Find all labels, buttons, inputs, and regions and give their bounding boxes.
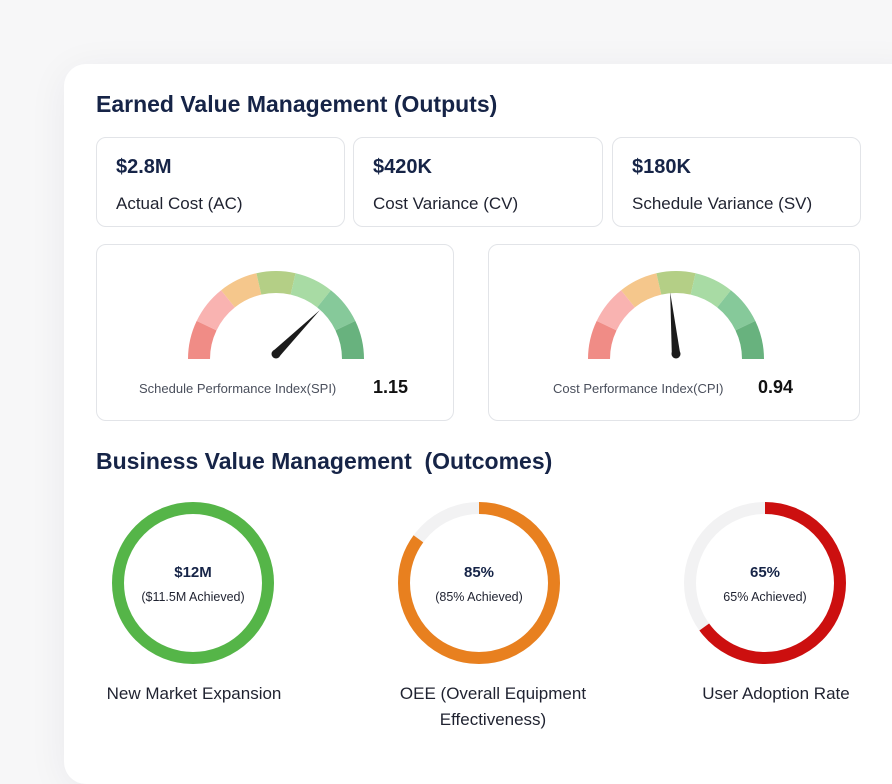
gauge-segment	[716, 290, 756, 331]
gauge-segment	[656, 271, 696, 295]
donut-progress-arc	[398, 502, 560, 664]
earned-value-title: Earned Value Management (Outputs)	[96, 91, 498, 117]
stat-card-schedule-variance: $180K Schedule Variance (SV)	[612, 137, 861, 227]
stat-label: Cost Variance (CV)	[373, 194, 519, 213]
donut-achieved: 65% Achieved)	[723, 590, 807, 604]
gauge-segment	[188, 320, 217, 360]
donut-value: $12M	[174, 564, 212, 581]
cpi-gauge	[588, 271, 764, 360]
caption-line: New Market Expansion	[106, 684, 282, 703]
oee-donut	[398, 502, 560, 664]
new-market-donut	[112, 502, 274, 664]
gauge-segment	[735, 320, 764, 360]
donut-caption: OEE (Overall Equipment Effectiveness)	[372, 681, 614, 733]
gauge-value: 1.15	[373, 377, 409, 397]
donut-progress-arc	[112, 502, 274, 664]
caption-line: Effectiveness)	[439, 710, 547, 729]
gauge-segment	[588, 320, 617, 360]
donut-caption: New Market Expansion	[84, 681, 304, 707]
gauge-hub	[271, 349, 281, 359]
gauge-card-cpi: Cost Performance Index(CPI) 0.94	[488, 244, 860, 421]
gauge-segment	[690, 273, 731, 308]
gauge-hub	[671, 349, 681, 359]
user-adoption-donut	[684, 502, 846, 664]
caption-line: OEE (Overall Equipment	[399, 684, 587, 703]
gauge-segment	[196, 290, 236, 331]
donut-value: 65%	[749, 564, 781, 581]
gauge-segment	[335, 320, 364, 360]
gauge-needle	[670, 292, 681, 355]
gauge-label: Cost Performance Index(CPI)	[553, 381, 724, 396]
gauge-needle	[273, 310, 320, 357]
donut-achieved: (85% Achieved)	[435, 590, 523, 604]
stat-value: $180K	[632, 156, 691, 178]
stat-value: $420K	[373, 156, 432, 178]
donut-progress-arc	[684, 502, 846, 664]
stat-label: Schedule Variance (SV)	[632, 194, 813, 213]
donut-value: 85%	[463, 564, 495, 581]
gauge-value: 0.94	[758, 377, 794, 397]
stat-card-actual-cost: $2.8M Actual Cost (AC)	[96, 137, 345, 227]
gauge-label: Schedule Performance Index(SPI)	[139, 381, 337, 396]
gauge-segment	[596, 290, 636, 331]
donut-caption: User Adoption Rate	[666, 681, 886, 707]
stat-card-cost-variance: $420K Cost Variance (CV)	[353, 137, 603, 227]
gauge-card-spi: Schedule Performance Index(SPI) 1.15	[96, 244, 454, 421]
gauge-segment	[621, 273, 662, 308]
gauge-segment	[221, 273, 262, 308]
donut-achieved: ($11.5M Achieved)	[141, 590, 245, 604]
caption-line: User Adoption Rate	[702, 684, 850, 703]
stat-value: $2.8M	[116, 156, 172, 178]
spi-gauge	[188, 271, 364, 360]
business-value-title: Business Value Management (Outcomes)	[96, 448, 553, 474]
gauge-segment	[316, 290, 356, 331]
stat-label: Actual Cost (AC)	[116, 194, 243, 213]
gauge-segment	[256, 271, 296, 295]
gauge-segment	[290, 273, 331, 308]
